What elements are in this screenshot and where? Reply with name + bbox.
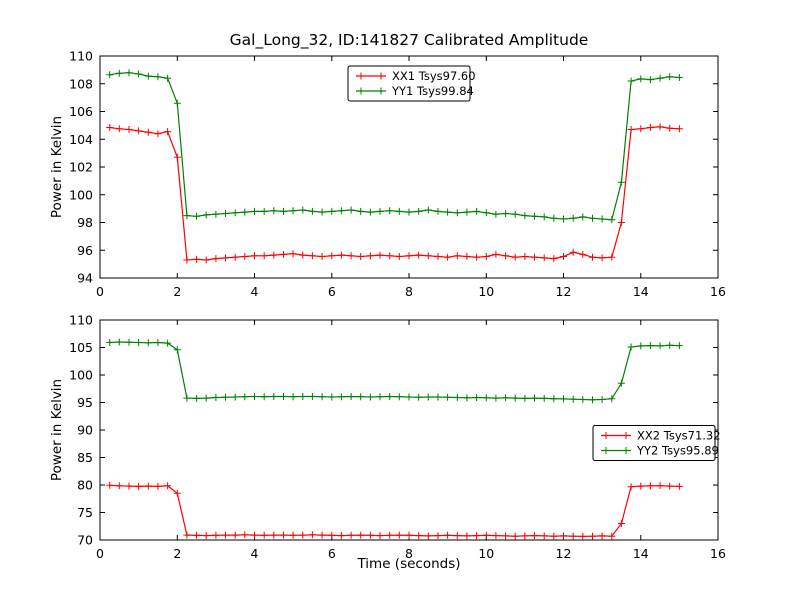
legend-marker-sample xyxy=(357,72,385,80)
series-XX1-markers xyxy=(106,123,683,264)
legend-label: YY1 Tsys99.84 xyxy=(391,84,474,98)
y-tick-label: 106 xyxy=(69,104,93,119)
x-tick-label: 0 xyxy=(96,546,104,561)
y-tick-label: 85 xyxy=(77,450,93,465)
series-YY1-markers xyxy=(106,69,683,224)
y-tick-label: 90 xyxy=(77,423,93,438)
series-XX2-markers xyxy=(106,481,683,540)
legend-marker-sample xyxy=(357,87,385,95)
x-tick-label: 8 xyxy=(405,284,413,299)
legend-label: YY2 Tsys95.89 xyxy=(636,444,719,458)
y-tick-label: 110 xyxy=(69,49,93,64)
subplot-1-ticks xyxy=(99,55,719,279)
y-tick-label: 102 xyxy=(69,160,93,175)
x-tick-label: 14 xyxy=(633,284,649,299)
legend-label: XX1 Tsys97.60 xyxy=(392,69,476,83)
subplot-1-ylabel: Power in Kelvin xyxy=(49,115,65,219)
subplot-2: 0 2 4 6 8 10 12 14 16 70 75 80 85 90 95 100 105 110 XX2 Ts… xyxy=(69,313,726,562)
y-tick-label: 70 xyxy=(77,533,93,548)
y-tick-label: 98 xyxy=(77,215,93,230)
y-tick-label: 75 xyxy=(77,505,93,520)
x-axis-label: Time (seconds) xyxy=(357,556,461,572)
y-tick-label: 100 xyxy=(69,187,93,202)
figure-title: Gal_Long_32, ID:141827 Calibrated Amplit… xyxy=(229,31,589,49)
y-tick-label: 104 xyxy=(69,132,93,147)
series-YY2-markers xyxy=(106,338,683,404)
x-tick-label: 14 xyxy=(633,546,649,561)
y-tick-label: 94 xyxy=(77,271,93,286)
y-tick-label: 108 xyxy=(69,76,93,91)
legend-entry-YY1: YY1 Tsys99.84 xyxy=(356,84,474,98)
legend-entry-XX2: XX2 Tsys71.32 xyxy=(601,429,721,443)
x-tick-label: 12 xyxy=(556,546,572,561)
x-tick-label: 4 xyxy=(251,284,259,299)
x-tick-label: 12 xyxy=(556,284,572,299)
x-tick-label: 2 xyxy=(173,284,181,299)
x-tick-label: 10 xyxy=(478,546,494,561)
legend-entry-XX1: XX1 Tsys97.60 xyxy=(356,69,476,83)
x-tick-label: 8 xyxy=(405,546,413,561)
legend-box xyxy=(347,65,471,102)
x-tick-label: 16 xyxy=(710,546,726,561)
y-tick-label: 96 xyxy=(77,243,93,258)
legend-label: XX2 Tsys71.32 xyxy=(637,429,721,443)
y-tick-label: 100 xyxy=(69,368,93,383)
legend-box xyxy=(592,425,716,461)
y-tick-label: 95 xyxy=(77,395,93,410)
x-tick-label: 0 xyxy=(96,284,104,299)
y-tick-label: 80 xyxy=(77,478,93,493)
legend-entry-YY2: YY2 Tsys95.89 xyxy=(601,444,719,458)
x-tick-label: 6 xyxy=(328,546,336,561)
x-tick-label: 2 xyxy=(173,546,181,561)
legend-marker-sample xyxy=(602,447,630,454)
subplot-2-ylabel: Power in Kelvin xyxy=(49,378,65,482)
x-tick-label: 4 xyxy=(251,546,259,561)
x-tick-label: 6 xyxy=(328,284,336,299)
y-tick-label: 110 xyxy=(69,313,93,328)
y-tick-label: 105 xyxy=(69,340,93,355)
x-tick-label: 16 xyxy=(710,284,726,299)
x-tick-label: 10 xyxy=(478,284,494,299)
legend-marker-sample xyxy=(602,432,630,439)
subplot-1: 0 2 4 6 8 10 12 14 16 94 96 98 100 102 104 106 108 110 XX1… xyxy=(69,49,726,300)
